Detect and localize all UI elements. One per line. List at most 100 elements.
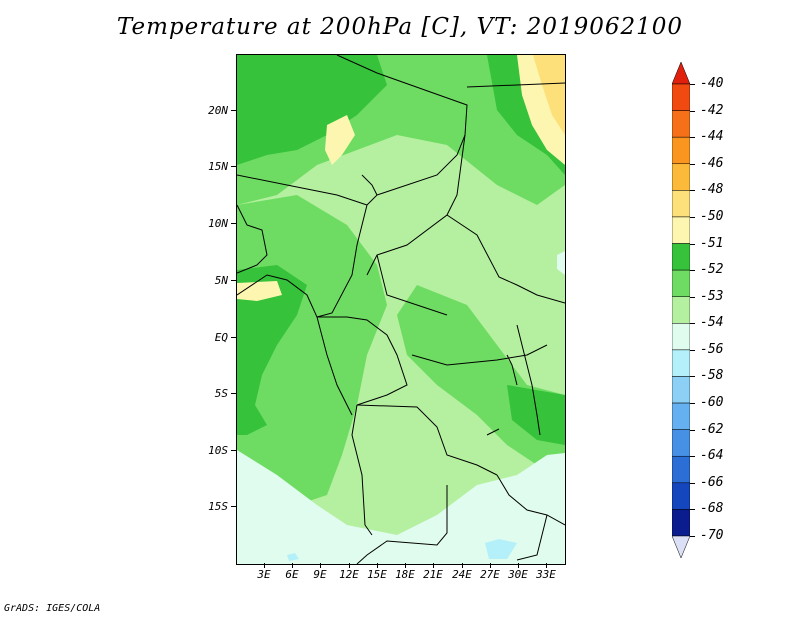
colorbar-tick: [690, 429, 695, 431]
lat-tick: [231, 337, 236, 338]
lon-label: 9E: [313, 568, 327, 581]
colorbar-swatch: [672, 349, 690, 377]
colorbar-swatch: [672, 190, 690, 218]
region-pale-yellow-west: [237, 281, 282, 301]
lon-label: 15E: [367, 568, 387, 581]
lake-border: [361, 174, 378, 196]
lat-tick: [231, 450, 236, 451]
borders: [237, 55, 565, 564]
lat-label: 5S: [214, 387, 228, 400]
colorbar-swatch: [672, 296, 690, 324]
lon-label: 6E: [285, 568, 299, 581]
credit-text: GrADS: IGES/COLA: [4, 603, 101, 614]
colorbar-label: -70: [700, 528, 724, 543]
colorbar-label: -64: [700, 448, 724, 464]
colorbar-tick: [690, 323, 695, 325]
region-dark-green-west: [237, 265, 307, 435]
region-light-blue-south: [485, 539, 517, 559]
border-line: [411, 344, 548, 366]
lat-label: 10N: [208, 217, 228, 230]
lat-tick: [231, 280, 236, 281]
colorbar-label: -51: [700, 235, 724, 251]
colorbar-label: -42: [700, 102, 724, 118]
lon-tick: [462, 563, 463, 568]
lat-label: 15N: [208, 160, 228, 173]
colorbar-tick: [690, 163, 695, 165]
colorbar-label: -48: [700, 182, 724, 198]
lake-border: [486, 428, 500, 436]
colorbar-label: -40: [700, 76, 724, 91]
colorbar-label: -62: [700, 421, 724, 437]
colorbar-tick: [690, 403, 695, 405]
border-line: [356, 404, 498, 476]
border-line: [366, 134, 466, 276]
colorbar-label: -50: [700, 208, 724, 224]
region-yellow-northeast: [533, 55, 565, 135]
colorbar-swatch: [672, 269, 690, 297]
border-line: [351, 404, 373, 536]
colorbar-swatch: [672, 509, 690, 537]
colorbar-swatch: [672, 429, 690, 457]
coastline: [237, 204, 268, 274]
region-dark-green-east: [507, 385, 565, 445]
lat-label: 15S: [208, 500, 228, 513]
colorbar-swatch: [672, 243, 690, 271]
lake-border: [506, 354, 518, 386]
colorbar-label: -54: [700, 315, 724, 331]
lon-tick: [405, 563, 406, 568]
border-line: [237, 174, 368, 206]
lat-tick: [231, 393, 236, 394]
lat-label: EQ: [214, 331, 228, 344]
colorbar-tick: [690, 216, 695, 218]
lat-label: 20N: [208, 104, 228, 117]
colorbar-swatch: [672, 216, 690, 244]
colorbar-top-triangle: [672, 62, 690, 85]
border-line: [356, 485, 448, 564]
colorbar-label: -58: [700, 368, 724, 384]
lon-label: 33E: [536, 568, 556, 581]
border-line: [466, 82, 565, 88]
lon-label: 12E: [339, 568, 359, 581]
lon-tick: [546, 563, 547, 568]
lon-label: 18E: [395, 568, 415, 581]
colorbar-swatch: [672, 323, 690, 351]
lake-border: [516, 324, 541, 436]
colorbar-tick: [690, 349, 695, 351]
lon-label: 30E: [508, 568, 528, 581]
temperature-map: [237, 55, 565, 564]
lon-tick: [292, 563, 293, 568]
colorbar-swatch: [672, 110, 690, 138]
lon-tick: [518, 563, 519, 568]
region-pale-cyan-south: [237, 450, 565, 564]
border-line: [336, 55, 378, 74]
colorbar-bottom-triangle: [672, 535, 690, 558]
lon-label: 3E: [257, 568, 271, 581]
lon-tick: [320, 563, 321, 568]
lon-tick: [264, 563, 265, 568]
colorbar-tick: [690, 110, 695, 112]
colorbar-label: -60: [700, 395, 724, 411]
colorbar-tick: [690, 456, 695, 458]
colorbar-swatch: [672, 482, 690, 510]
lon-tick: [349, 563, 350, 568]
colorbar-label: -68: [700, 501, 724, 517]
colorbar-swatch: [672, 402, 690, 430]
colorbar-swatch: [672, 83, 690, 111]
lon-tick: [490, 563, 491, 568]
region-dark-green-north: [237, 55, 387, 165]
lat-tick: [231, 223, 236, 224]
colorbar-label: -46: [700, 155, 724, 171]
border-line: [316, 204, 368, 318]
lat-label: 5N: [214, 274, 228, 287]
lon-tick: [377, 563, 378, 568]
colorbar-tick: [690, 137, 695, 139]
colorbar: [672, 62, 690, 558]
lon-label: 21E: [423, 568, 443, 581]
colorbar-tick: [690, 84, 695, 85]
border-line: [516, 514, 548, 561]
colorbar-tick: [690, 270, 695, 272]
coastline: [237, 274, 353, 416]
border-line: [496, 474, 565, 526]
lat-label: 10S: [208, 444, 228, 457]
colorbar-label: -56: [700, 341, 724, 357]
